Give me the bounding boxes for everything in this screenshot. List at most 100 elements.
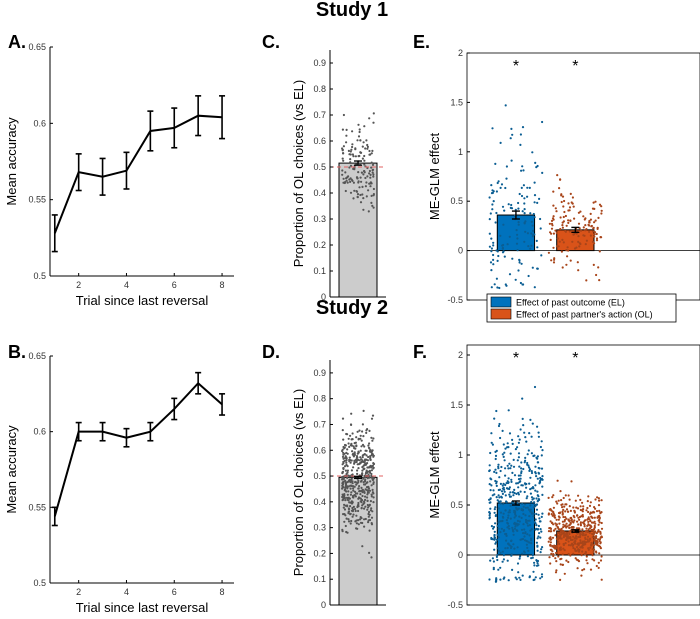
data-point bbox=[534, 576, 537, 579]
data-point bbox=[522, 424, 525, 427]
data-point bbox=[492, 263, 495, 266]
data-point bbox=[540, 573, 544, 576]
data-point bbox=[569, 537, 572, 540]
data-point bbox=[513, 547, 516, 550]
data-point bbox=[572, 535, 575, 538]
data-point bbox=[514, 278, 517, 281]
data-point bbox=[370, 507, 373, 510]
data-point bbox=[499, 520, 503, 523]
data-point bbox=[353, 189, 356, 192]
data-point bbox=[593, 559, 596, 562]
data-point bbox=[551, 550, 554, 553]
data-point bbox=[536, 267, 539, 270]
data-point bbox=[523, 482, 527, 485]
data-point bbox=[493, 530, 496, 533]
data-point bbox=[501, 429, 504, 432]
data-point bbox=[493, 283, 496, 286]
data-point bbox=[591, 558, 594, 561]
data-point bbox=[495, 277, 498, 280]
data-point bbox=[524, 436, 527, 439]
data-point bbox=[360, 499, 364, 502]
data-point bbox=[367, 210, 370, 213]
data-point bbox=[598, 509, 601, 512]
y-tick-label: 0.7 bbox=[313, 110, 326, 120]
data-point bbox=[342, 457, 345, 460]
data-point bbox=[347, 442, 350, 445]
data-point bbox=[600, 521, 603, 525]
data-point bbox=[504, 474, 507, 477]
data-point bbox=[593, 528, 596, 531]
x-tick-label: 2 bbox=[76, 280, 81, 290]
data-point bbox=[352, 197, 355, 200]
data-point bbox=[347, 490, 350, 493]
data-point bbox=[367, 521, 370, 524]
data-point bbox=[372, 187, 375, 191]
data-point bbox=[499, 469, 502, 473]
data-point bbox=[351, 130, 354, 133]
data-point bbox=[510, 539, 513, 542]
data-point bbox=[523, 528, 526, 531]
data-point bbox=[344, 504, 347, 507]
data-point bbox=[554, 571, 558, 574]
data-point bbox=[589, 538, 592, 541]
data-point bbox=[516, 237, 519, 240]
data-point bbox=[534, 161, 537, 164]
data-point bbox=[504, 447, 507, 450]
data-point bbox=[495, 555, 498, 559]
data-point bbox=[536, 201, 539, 204]
data-point bbox=[354, 481, 357, 484]
data-point bbox=[537, 524, 541, 528]
data-point bbox=[549, 238, 552, 241]
data-point bbox=[589, 568, 593, 571]
data-point bbox=[370, 556, 373, 559]
data-point bbox=[566, 246, 569, 249]
data-point bbox=[530, 471, 534, 475]
data-point bbox=[489, 489, 492, 492]
data-point bbox=[523, 208, 526, 211]
data-point bbox=[359, 456, 362, 459]
data-point bbox=[368, 551, 371, 555]
data-point bbox=[598, 499, 601, 502]
y-tick-label: 1.5 bbox=[450, 97, 463, 107]
data-point bbox=[597, 497, 601, 500]
plot-frame bbox=[466, 344, 700, 606]
data-point bbox=[598, 203, 602, 206]
data-point bbox=[563, 199, 566, 203]
data-point bbox=[578, 536, 582, 539]
data-point bbox=[564, 494, 567, 497]
data-point bbox=[561, 563, 564, 567]
data-point bbox=[516, 529, 519, 533]
data-point bbox=[589, 234, 593, 237]
data-point bbox=[568, 505, 571, 508]
data-point bbox=[495, 211, 498, 215]
data-point bbox=[582, 226, 585, 229]
data-point bbox=[367, 189, 370, 192]
data-point bbox=[559, 490, 562, 493]
data-point bbox=[509, 137, 512, 140]
data-point bbox=[574, 539, 577, 542]
data-point bbox=[345, 432, 348, 436]
data-point bbox=[506, 243, 509, 246]
data-point bbox=[368, 529, 371, 532]
data-point bbox=[552, 232, 556, 235]
data-point bbox=[533, 564, 536, 567]
data-point bbox=[491, 208, 494, 211]
data-point bbox=[518, 192, 521, 196]
data-point bbox=[539, 476, 542, 480]
data-point bbox=[593, 231, 597, 234]
data-point bbox=[355, 519, 358, 522]
data-point bbox=[366, 145, 369, 148]
data-point bbox=[569, 259, 572, 262]
data-point bbox=[371, 449, 374, 452]
data-point bbox=[536, 461, 539, 464]
data-point bbox=[561, 520, 565, 523]
data-point bbox=[596, 496, 599, 499]
data-point bbox=[569, 529, 572, 532]
data-point bbox=[586, 562, 589, 565]
data-point bbox=[366, 175, 369, 178]
data-point bbox=[535, 524, 538, 527]
data-point bbox=[541, 449, 544, 452]
data-point bbox=[549, 508, 552, 511]
data-point bbox=[596, 226, 599, 229]
data-point bbox=[598, 250, 601, 253]
